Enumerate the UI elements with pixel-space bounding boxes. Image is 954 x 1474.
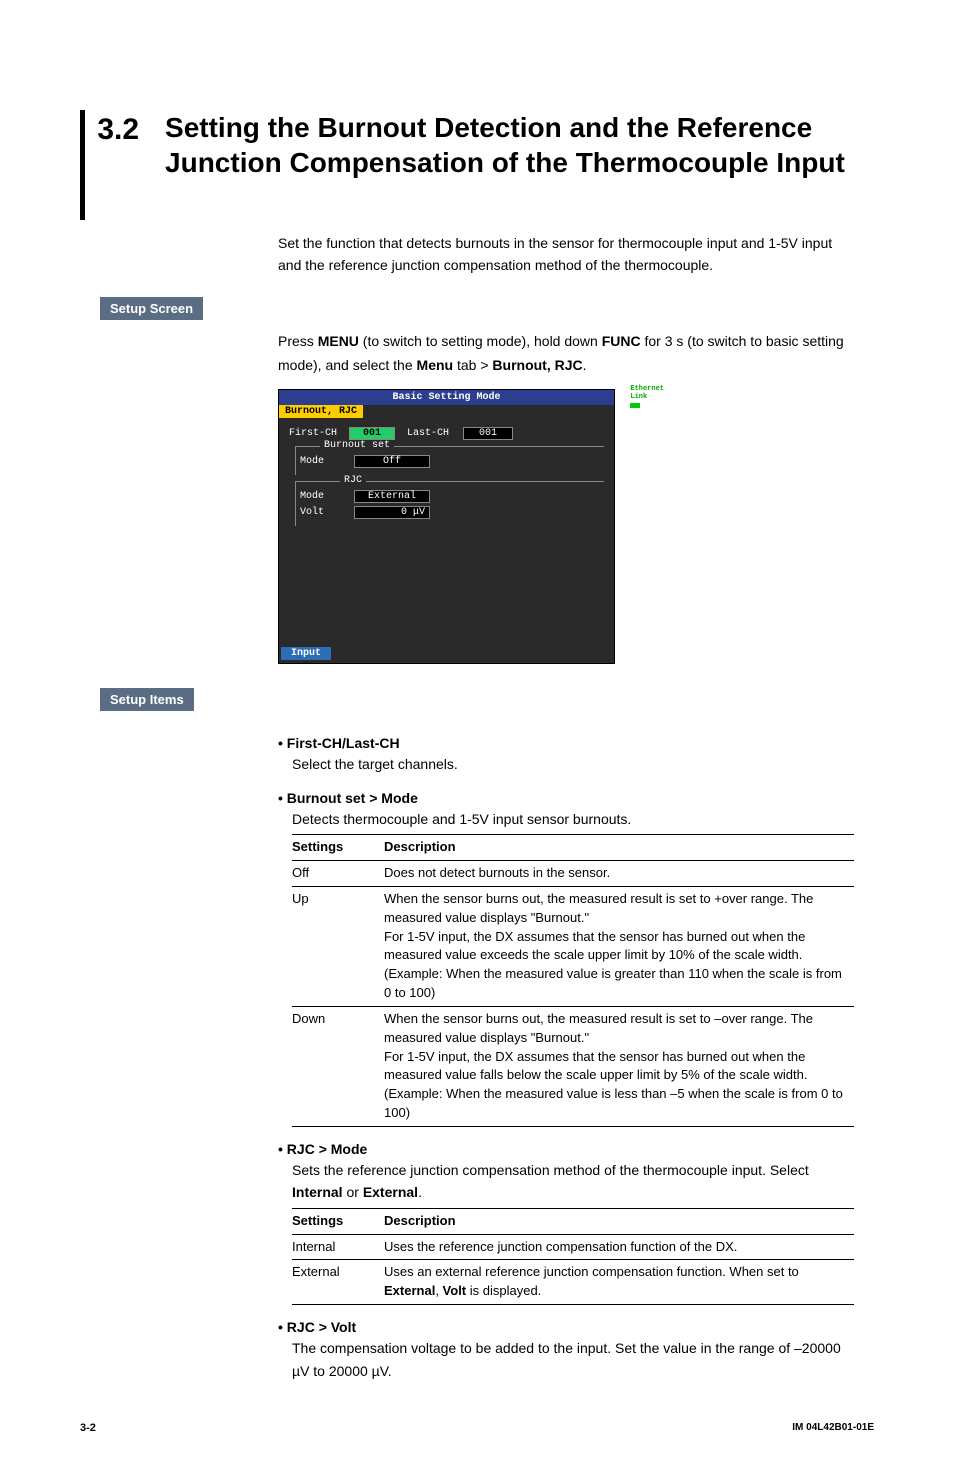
item-burnout-title: Burnout set > Mode bbox=[278, 790, 854, 806]
first-ch-label: First-CH bbox=[289, 428, 343, 439]
rjc-volt-field[interactable]: 0 μV bbox=[354, 506, 430, 519]
table-row: Down When the sensor burns out, the meas… bbox=[292, 1006, 854, 1126]
ss-tab[interactable]: Burnout, RJC bbox=[279, 405, 363, 418]
menu-target: Burnout, RJC bbox=[492, 357, 582, 373]
rjc-group-label: RJC bbox=[340, 475, 366, 486]
item-first-last-title: First-CH/Last-CH bbox=[278, 735, 854, 751]
first-ch-field[interactable]: 001 bbox=[349, 427, 395, 440]
item-rjc-mode-text: Sets the reference junction compensation… bbox=[292, 1159, 854, 1204]
burnout-mode-label: Mode bbox=[300, 456, 348, 467]
setup-items-label: Setup Items bbox=[100, 688, 194, 711]
page-number: 3-2 bbox=[80, 1422, 96, 1434]
section-header: 3.2 Setting the Burnout Detection and th… bbox=[80, 110, 874, 220]
table-row: Internal Uses the reference junction com… bbox=[292, 1234, 854, 1260]
item-first-last-text: Select the target channels. bbox=[292, 753, 854, 775]
rjc-group: RJC Mode External Volt 0 μV bbox=[295, 481, 604, 526]
setup-screen-text: Press MENU (to switch to setting mode), … bbox=[278, 330, 854, 378]
item-rjc-mode-title: RJC > Mode bbox=[278, 1141, 854, 1157]
table-row: Off Does not detect burnouts in the sens… bbox=[292, 861, 854, 887]
burnout-group: Burnout set Mode Off bbox=[295, 446, 604, 475]
page-footer: 3-2 IM 04L42B01-01E bbox=[80, 1422, 874, 1434]
doc-id: IM 04L42B01-01E bbox=[792, 1422, 874, 1434]
section-title: Setting the Burnout Detection and the Re… bbox=[165, 110, 874, 180]
rjc-mode-label: Mode bbox=[300, 491, 348, 502]
device-screenshot: Basic Setting Mode Ethernet Link Burnout… bbox=[278, 389, 615, 664]
burnout-table: Settings Description Off Does not detect… bbox=[292, 834, 854, 1127]
rjc-table: Settings Description Internal Uses the r… bbox=[292, 1208, 854, 1305]
link-led-icon bbox=[630, 403, 640, 408]
setup-screen-label: Setup Screen bbox=[100, 297, 203, 320]
th-settings: Settings bbox=[292, 835, 384, 861]
rjc-volt-label: Volt bbox=[300, 507, 348, 518]
tab-menu: Menu bbox=[417, 357, 454, 373]
th-settings: Settings bbox=[292, 1208, 384, 1234]
th-description: Description bbox=[384, 835, 854, 861]
key-func: FUNC bbox=[602, 333, 641, 349]
key-menu: MENU bbox=[318, 333, 359, 349]
last-ch-field[interactable]: 001 bbox=[463, 427, 513, 440]
table-row: Up When the sensor burns out, the measur… bbox=[292, 886, 854, 1006]
last-ch-label: Last-CH bbox=[407, 428, 457, 439]
intro-text: Set the function that detects burnouts i… bbox=[278, 232, 854, 277]
ethernet-indicator: Ethernet Link bbox=[630, 386, 664, 407]
th-description: Description bbox=[384, 1208, 854, 1234]
burnout-group-label: Burnout set bbox=[320, 440, 394, 451]
input-button[interactable]: Input bbox=[281, 647, 331, 660]
item-rjc-volt-title: RJC > Volt bbox=[278, 1319, 854, 1335]
item-burnout-text: Detects thermocouple and 1-5V input sens… bbox=[292, 808, 854, 830]
ss-titlebar: Basic Setting Mode Ethernet Link bbox=[279, 390, 614, 405]
ss-body: First-CH 001 Last-CH 001 Burnout set Mod… bbox=[279, 418, 614, 644]
table-row: External Uses an external reference junc… bbox=[292, 1260, 854, 1305]
burnout-mode-field[interactable]: Off bbox=[354, 455, 430, 468]
section-mark bbox=[80, 110, 85, 220]
item-rjc-volt-text: The compensation voltage to be added to … bbox=[292, 1337, 854, 1382]
ss-title: Basic Setting Mode bbox=[392, 392, 500, 403]
section-number: 3.2 bbox=[97, 110, 139, 148]
rjc-mode-field[interactable]: External bbox=[354, 490, 430, 503]
